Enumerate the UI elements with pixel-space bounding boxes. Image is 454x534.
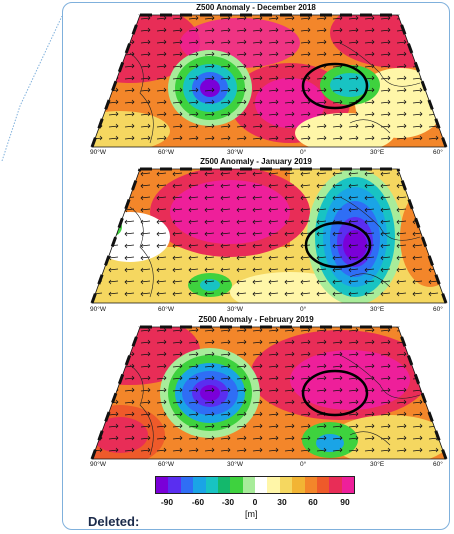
anomaly-map (90, 167, 448, 304)
lon-label: 60° (433, 461, 443, 468)
lon-label: 90°W (90, 149, 106, 156)
lon-label: 60° (433, 149, 443, 156)
colorbar-swatch (168, 477, 181, 493)
colorbar-tick: -30 (221, 497, 235, 507)
anomaly-map (90, 325, 448, 460)
colorbar-tick: 60 (308, 497, 318, 507)
lon-label: 60°W (158, 461, 174, 468)
lon-label: 90°W (90, 306, 106, 313)
colorbar-swatch (156, 477, 169, 493)
highlight-ellipse (304, 221, 372, 269)
colorbar-swatch (242, 477, 255, 493)
highlight-ellipse (301, 62, 369, 110)
map-panel-february-2019: Z500 Anomaly - February 2019 (62, 315, 450, 471)
colorbar-swatch (304, 477, 317, 493)
colorbar-swatch (341, 477, 354, 493)
colorbar-swatch (267, 477, 280, 493)
colorbar-swatch (279, 477, 293, 493)
map-panel-december-2018: Z500 Anomaly - December 2018 (62, 3, 450, 159)
lon-label: 30°W (227, 306, 243, 313)
lon-label: 0° (300, 149, 307, 156)
colorbar-tick: 30 (277, 497, 287, 507)
lon-label: 60°W (158, 306, 174, 313)
anomaly-map (90, 13, 448, 148)
panel-title: Z500 Anomaly - February 2019 (198, 315, 314, 324)
lon-label: 60°W (158, 149, 174, 156)
lon-label: 30°E (370, 306, 385, 313)
lon-label: 0° (300, 461, 307, 468)
colorbar-tick: 90 (340, 497, 350, 507)
colorbar-swatch (255, 477, 268, 493)
comment-frame (62, 2, 450, 530)
colorbar-unit: [m] (245, 509, 258, 519)
panel-title: Z500 Anomaly - January 2019 (200, 157, 312, 166)
lon-label: 30°E (370, 149, 385, 156)
lon-label: 30°E (370, 461, 385, 468)
colorbar-swatch (217, 477, 231, 493)
colorbar-swatch (329, 477, 342, 493)
lon-label: 0° (300, 306, 307, 313)
colorbar-swatch (292, 477, 305, 493)
colorbar-swatch (180, 477, 194, 493)
lon-label: 60° (433, 306, 443, 313)
colorbar-swatch (193, 477, 206, 493)
colorbar-swatch (230, 477, 243, 493)
map-panel-january-2019: Z500 Anomaly - January 2019 (62, 157, 450, 317)
deleted-label: Deleted: (88, 514, 140, 529)
colorbar-tick: -90 (160, 497, 174, 507)
highlight-ellipse (301, 369, 369, 417)
colorbar-tick: 0 (252, 497, 258, 507)
comment-connector-line (1, 16, 62, 161)
colorbar-swatch (316, 477, 330, 493)
panel-title: Z500 Anomaly - December 2018 (196, 3, 316, 12)
colorbar-tick: -60 (191, 497, 205, 507)
lon-label: 90°W (90, 461, 106, 468)
colorbar (155, 476, 355, 494)
lon-label: 30°W (227, 149, 243, 156)
colorbar-swatch (205, 477, 218, 493)
lon-label: 30°W (227, 461, 243, 468)
